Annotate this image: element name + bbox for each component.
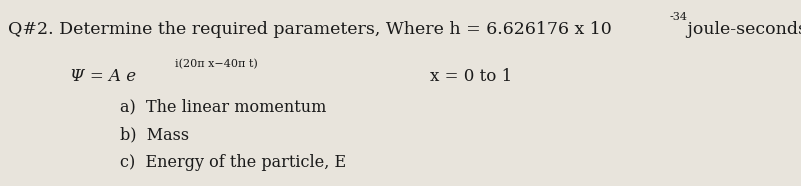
Text: joule-seconds: joule-seconds bbox=[682, 21, 801, 38]
Text: Q#2. Determine the required parameters, Where h = 6.626176 x 10: Q#2. Determine the required parameters, … bbox=[8, 21, 612, 38]
Text: x = 0 to 1: x = 0 to 1 bbox=[430, 68, 513, 85]
Text: c)  Energy of the particle, E: c) Energy of the particle, E bbox=[120, 154, 346, 171]
Text: -34: -34 bbox=[670, 12, 688, 22]
Text: Ψ = A e: Ψ = A e bbox=[70, 68, 136, 85]
Text: i(20π x−40π t): i(20π x−40π t) bbox=[175, 59, 258, 69]
Text: b)  Mass: b) Mass bbox=[120, 126, 189, 143]
Text: a)  The linear momentum: a) The linear momentum bbox=[120, 98, 326, 115]
